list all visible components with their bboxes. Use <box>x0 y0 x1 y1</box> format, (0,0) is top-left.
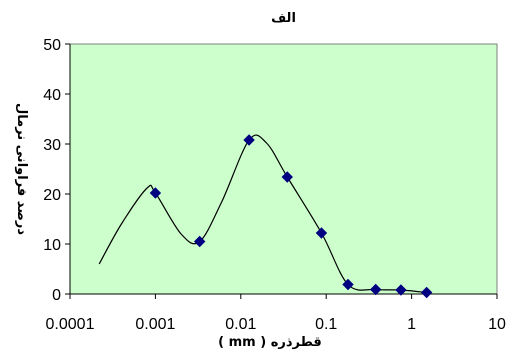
data-point <box>395 284 407 296</box>
x-tick-label: 0.0001 <box>46 316 95 333</box>
data-point <box>315 227 328 239</box>
data-point <box>193 235 206 248</box>
y-axis-title: درصد فراوانی نرمال <box>14 103 29 235</box>
y-tick-label: 50 <box>43 37 61 54</box>
y-tick-label: 10 <box>43 237 61 254</box>
x-tick-label: 1 <box>407 316 416 333</box>
x-tick-label: 0.001 <box>135 316 175 333</box>
y-tick-label: 20 <box>43 187 61 204</box>
chart-title: الف <box>271 11 296 26</box>
data-point <box>370 283 382 296</box>
data-markers <box>149 134 433 299</box>
data-point <box>243 134 255 146</box>
data-point <box>149 187 162 199</box>
y-axis: 0 10 20 30 40 50 <box>43 37 71 304</box>
x-tick-label: 0.01 <box>225 316 256 333</box>
data-point <box>281 171 293 183</box>
data-point <box>342 278 354 291</box>
y-tick-label: 40 <box>43 87 61 104</box>
x-axis-title: قطرذره ( mm ) <box>218 335 322 350</box>
y-tick-label: 30 <box>43 137 61 154</box>
x-tick-label: 0.1 <box>315 316 337 333</box>
x-tick-label: 10 <box>488 316 506 333</box>
plot-area <box>69 43 498 295</box>
x-axis: 0.0001 0.001 0.01 0.1 1 10 <box>46 293 506 333</box>
data-point <box>420 286 433 299</box>
y-tick-label: 0 <box>52 287 61 304</box>
